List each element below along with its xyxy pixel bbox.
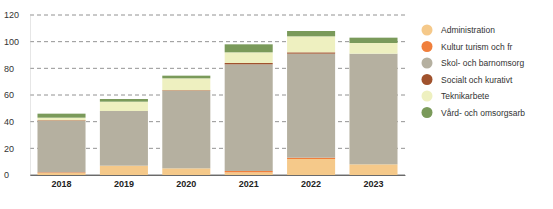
- legend-label: Vård- och omsorgsarb: [441, 108, 525, 118]
- legend-item: Skol- och barnomsorg: [422, 58, 525, 69]
- tick: 20: [4, 144, 30, 154]
- grid-line: [30, 95, 405, 96]
- bar-segment: [100, 166, 148, 175]
- tick-label: 2019: [114, 179, 134, 189]
- bar-segment: [287, 159, 335, 175]
- tick: 2018: [51, 175, 71, 189]
- tick: 120: [4, 10, 30, 20]
- axis-line: [30, 16, 31, 176]
- chart: 0 20 40 60 80 100 120 2018 2019 2020 2021 2022 2023 A…: [0, 0, 553, 209]
- grid-line: [30, 148, 405, 149]
- grid-line: [30, 121, 405, 122]
- tick-label: 100: [4, 37, 19, 47]
- legend-label: Socialt och kurativt: [441, 75, 513, 85]
- tick-label: 80: [4, 64, 14, 74]
- tick-label: 60: [4, 90, 14, 100]
- bar-segment: [349, 164, 397, 175]
- bar-segment: [225, 64, 273, 171]
- legend-swatch: [422, 25, 433, 36]
- bar-segment: [162, 78, 210, 90]
- bar-segment: [100, 111, 148, 166]
- legend-swatch: [422, 74, 433, 85]
- bar-segment: [349, 54, 397, 165]
- bar-segment: [37, 114, 85, 118]
- legend-item: Administration: [422, 25, 496, 36]
- grid-line: [30, 41, 405, 42]
- tick-label: 2018: [51, 179, 71, 189]
- tick: 40: [4, 117, 30, 127]
- series: [37, 159, 397, 175]
- bars: [37, 31, 397, 175]
- bar-segment: [225, 52, 273, 63]
- legend-label: Teknikarbete: [441, 91, 489, 101]
- bar-segment: [225, 172, 273, 175]
- legend-item: Vård- och omsorgsarb: [422, 107, 526, 118]
- bar-segment: [162, 76, 210, 79]
- bar-segment: [162, 168, 210, 175]
- bar-segment: [287, 36, 335, 52]
- bar-segment: [349, 43, 397, 54]
- bar-segment: [100, 99, 148, 102]
- tick-label: 0: [4, 170, 9, 180]
- tick: 100: [4, 37, 30, 47]
- bar-segment: [162, 91, 210, 168]
- tick: 80: [4, 64, 30, 74]
- tick: 2020: [176, 175, 196, 189]
- legend-item: Socialt och kurativt: [422, 74, 513, 85]
- tick-label: 20: [4, 144, 14, 154]
- series: [37, 36, 397, 120]
- bar-segment: [37, 173, 85, 175]
- plot: 0 20 40 60 80 100 120 2018 2019 2020 2021 2022 2023: [4, 10, 406, 189]
- grid-line: [30, 175, 405, 176]
- x-axis: 2018 2019 2020 2021 2022 2023: [31, 175, 406, 189]
- tick-label: 120: [4, 10, 19, 20]
- bar-segment: [349, 38, 397, 43]
- bar-segment: [287, 52, 335, 53]
- y-axis: 0 20 40 60 80 100 120: [4, 10, 31, 180]
- legend-label: Kultur turism och fr: [441, 42, 512, 52]
- tick: 2022: [301, 175, 321, 189]
- tick-label: 2023: [363, 179, 383, 189]
- bar-segment: [100, 102, 148, 111]
- grid-line: [30, 15, 405, 16]
- legend-swatch: [422, 58, 433, 69]
- series: [37, 52, 335, 121]
- axis-line: [31, 175, 406, 176]
- legend: Administration Kultur turism och fr Skol- …: [422, 25, 526, 119]
- tick: 2021: [239, 175, 259, 189]
- tick: 60: [4, 90, 30, 100]
- legend-item: Teknikarbete: [422, 91, 490, 102]
- tick-label: 2021: [239, 179, 259, 189]
- legend-swatch: [422, 91, 433, 102]
- bar-segment: [37, 118, 85, 121]
- bar-segment: [225, 63, 273, 64]
- tick: 2023: [363, 175, 383, 189]
- bar-segment: [225, 44, 273, 52]
- tick-label: 40: [4, 117, 14, 127]
- grid-line: [30, 68, 405, 69]
- bar-segment: [287, 31, 335, 36]
- legend-label: Administration: [441, 25, 495, 35]
- grid: [30, 15, 405, 175]
- bar-segment: [37, 121, 85, 172]
- bar-segment: [287, 158, 335, 159]
- bar-segment: [287, 54, 335, 158]
- series: [37, 54, 397, 173]
- tick: 2019: [114, 175, 134, 189]
- bar-segment: [225, 171, 273, 172]
- legend-swatch: [422, 41, 433, 52]
- legend-label: Skol- och barnomsorg: [441, 58, 524, 68]
- legend-swatch: [422, 107, 433, 118]
- series: [37, 31, 397, 118]
- tick: 0: [4, 170, 30, 180]
- tick-label: 2022: [301, 179, 321, 189]
- tick-label: 2020: [176, 179, 196, 189]
- legend-item: Kultur turism och fr: [422, 41, 513, 52]
